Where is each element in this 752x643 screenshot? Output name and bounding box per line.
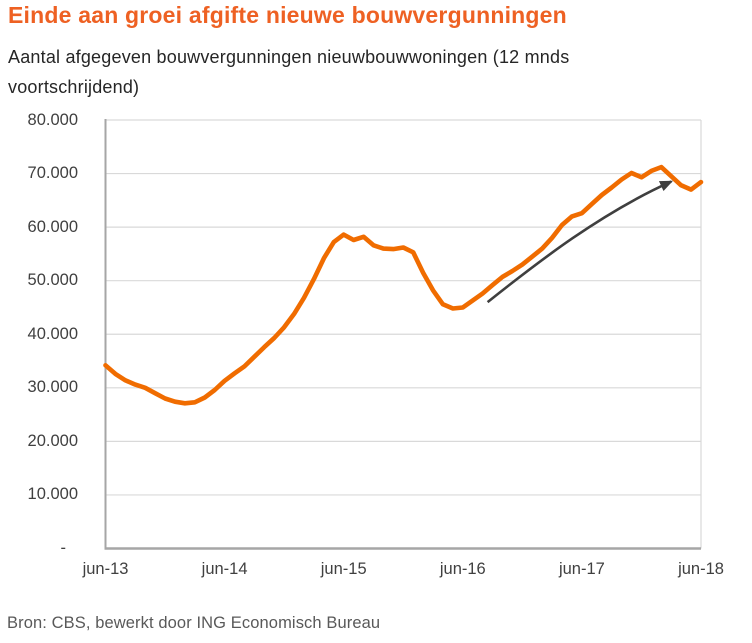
y-axis-tick-label: 20.000 [27,431,78,450]
x-axis-tick-label: jun-15 [320,560,367,578]
y-axis-tick-label: 50.000 [27,271,78,290]
x-axis-tick-label: jun-17 [558,560,605,578]
x-axis-tick-label: jun-14 [201,560,248,578]
y-axis-tick-label: 70.000 [27,164,78,183]
line-chart [103,119,704,550]
y-axis-tick-label: 40.000 [27,324,78,343]
chart-subtitle: Aantal afgegeven bouwvergunningen nieuwb… [8,42,728,102]
chart-title: Einde aan groei afgifte nieuwe bouwvergu… [8,2,567,28]
x-axis-tick-label: jun-18 [678,560,724,578]
y-axis-tick-label: 60.000 [27,217,78,236]
x-axis-tick-label: jun-13 [82,560,129,578]
y-axis-tick-label: - [60,539,67,557]
trend-arrow-annotation [486,180,674,304]
source-note: Bron: CBS, bewerkt door ING Economisch B… [7,614,381,632]
permits-line-series [103,164,704,406]
y-axis-tick-label: 30.000 [27,378,78,397]
y-axis-tick-label: 80.000 [27,110,78,129]
chart-subtitle-line2: voortschrijdend) [8,77,140,97]
chart-subtitle-line1: Aantal afgegeven bouwvergunningen nieuwb… [8,47,570,67]
y-axis-tick-label: 10.000 [27,485,78,504]
x-axis-tick-label: jun-16 [439,560,486,578]
plot-area: 80.000 70.000 60.000 50.000 40.000 30.000 20.0… [27,110,724,579]
